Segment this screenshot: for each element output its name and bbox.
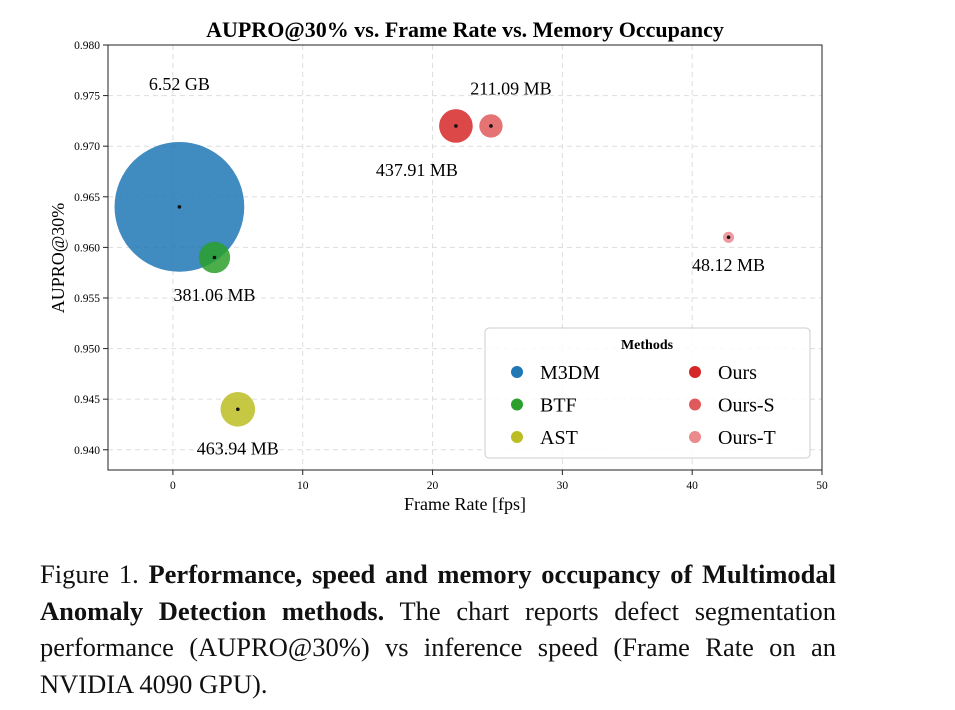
y-tick-label: 0.975	[74, 91, 100, 103]
y-tick-label: 0.950	[74, 344, 100, 356]
y-axis-label: AUPRO@30%	[48, 203, 68, 314]
scatter-chart: AUPRO@30% vs. Frame Rate vs. Memory Occu…	[48, 17, 828, 514]
legend-label-m3dm: M3DM	[540, 362, 600, 384]
data-label-ours-s: 211.09 MB	[470, 78, 551, 98]
legend-label-ours-t: Ours-T	[718, 427, 776, 449]
caption-bold: Performance, speed and memory occupancy …	[40, 559, 836, 626]
legend-label-ours-s: Ours-S	[718, 395, 775, 417]
legend-label-ours: Ours	[718, 362, 757, 384]
legend-marker-ours-s	[689, 398, 701, 411]
x-tick-label: 10	[297, 480, 309, 492]
center-dot-ours-t	[726, 235, 731, 240]
legend-box	[484, 327, 811, 459]
plot-frame	[107, 44, 823, 471]
legend-title: Methods	[621, 338, 674, 353]
legend-marker-ast	[511, 431, 523, 443]
center-dot-m3dm	[177, 205, 182, 209]
y-tick-label: 0.945	[74, 394, 100, 406]
y-tick-label: 0.970	[74, 141, 100, 153]
caption-prefix: Figure 1.	[40, 559, 149, 589]
data-label-ours-t: 48.12 MB	[692, 255, 765, 275]
center-dot-ours-s	[489, 124, 493, 128]
legend-marker-ours	[689, 366, 701, 378]
legend-marker-ours-t	[689, 431, 701, 443]
y-tick-label: 0.955	[74, 293, 100, 305]
data-label-btf: 381.06 MB	[173, 285, 255, 305]
x-axis-label: Frame Rate [fps]	[404, 494, 526, 514]
y-tick-label: 0.940	[74, 445, 100, 457]
y-tick-label: 0.960	[74, 242, 100, 254]
legend-marker-m3dm	[511, 366, 523, 378]
data-label-ast: 463.94 MB	[197, 439, 279, 459]
figure-caption: Figure 1. Performance, speed and memory …	[40, 556, 836, 702]
x-tick-label: 20	[427, 480, 439, 492]
y-tick-label: 0.965	[74, 192, 100, 204]
data-label-ours: 437.91 MB	[376, 160, 458, 180]
data-points: 6.52 GB 381.06 MB 463.94 MB 437.91 MB 211.09…	[114, 74, 765, 459]
x-tick-label: 50	[816, 480, 828, 492]
x-axis: 0 10 20 30 40 50	[170, 470, 828, 492]
legend-label-btf: BTF	[540, 395, 577, 417]
legend-label-ast: AST	[540, 427, 578, 449]
center-dot-ours	[454, 124, 458, 128]
x-tick-label: 40	[686, 480, 698, 492]
x-tick-label: 30	[557, 480, 569, 492]
center-dot-ast	[236, 407, 240, 412]
center-dot-btf	[212, 255, 217, 260]
x-tick-label: 0	[170, 480, 176, 492]
legend-marker-btf	[511, 398, 523, 411]
data-label-m3dm: 6.52 GB	[149, 74, 210, 94]
y-tick-label: 0.980	[74, 40, 100, 52]
y-axis: 0.940 0.945 0.950 0.955 0.960 0.965 0.970 0.975…	[74, 40, 108, 457]
caption-rest: The chart reports defect segmentation pe…	[40, 595, 837, 699]
chart-title: AUPRO@30% vs. Frame Rate vs. Memory Occu…	[206, 17, 724, 42]
legend: Methods M3DM BTF AST Ours Ours-S Ours-T	[484, 327, 811, 459]
